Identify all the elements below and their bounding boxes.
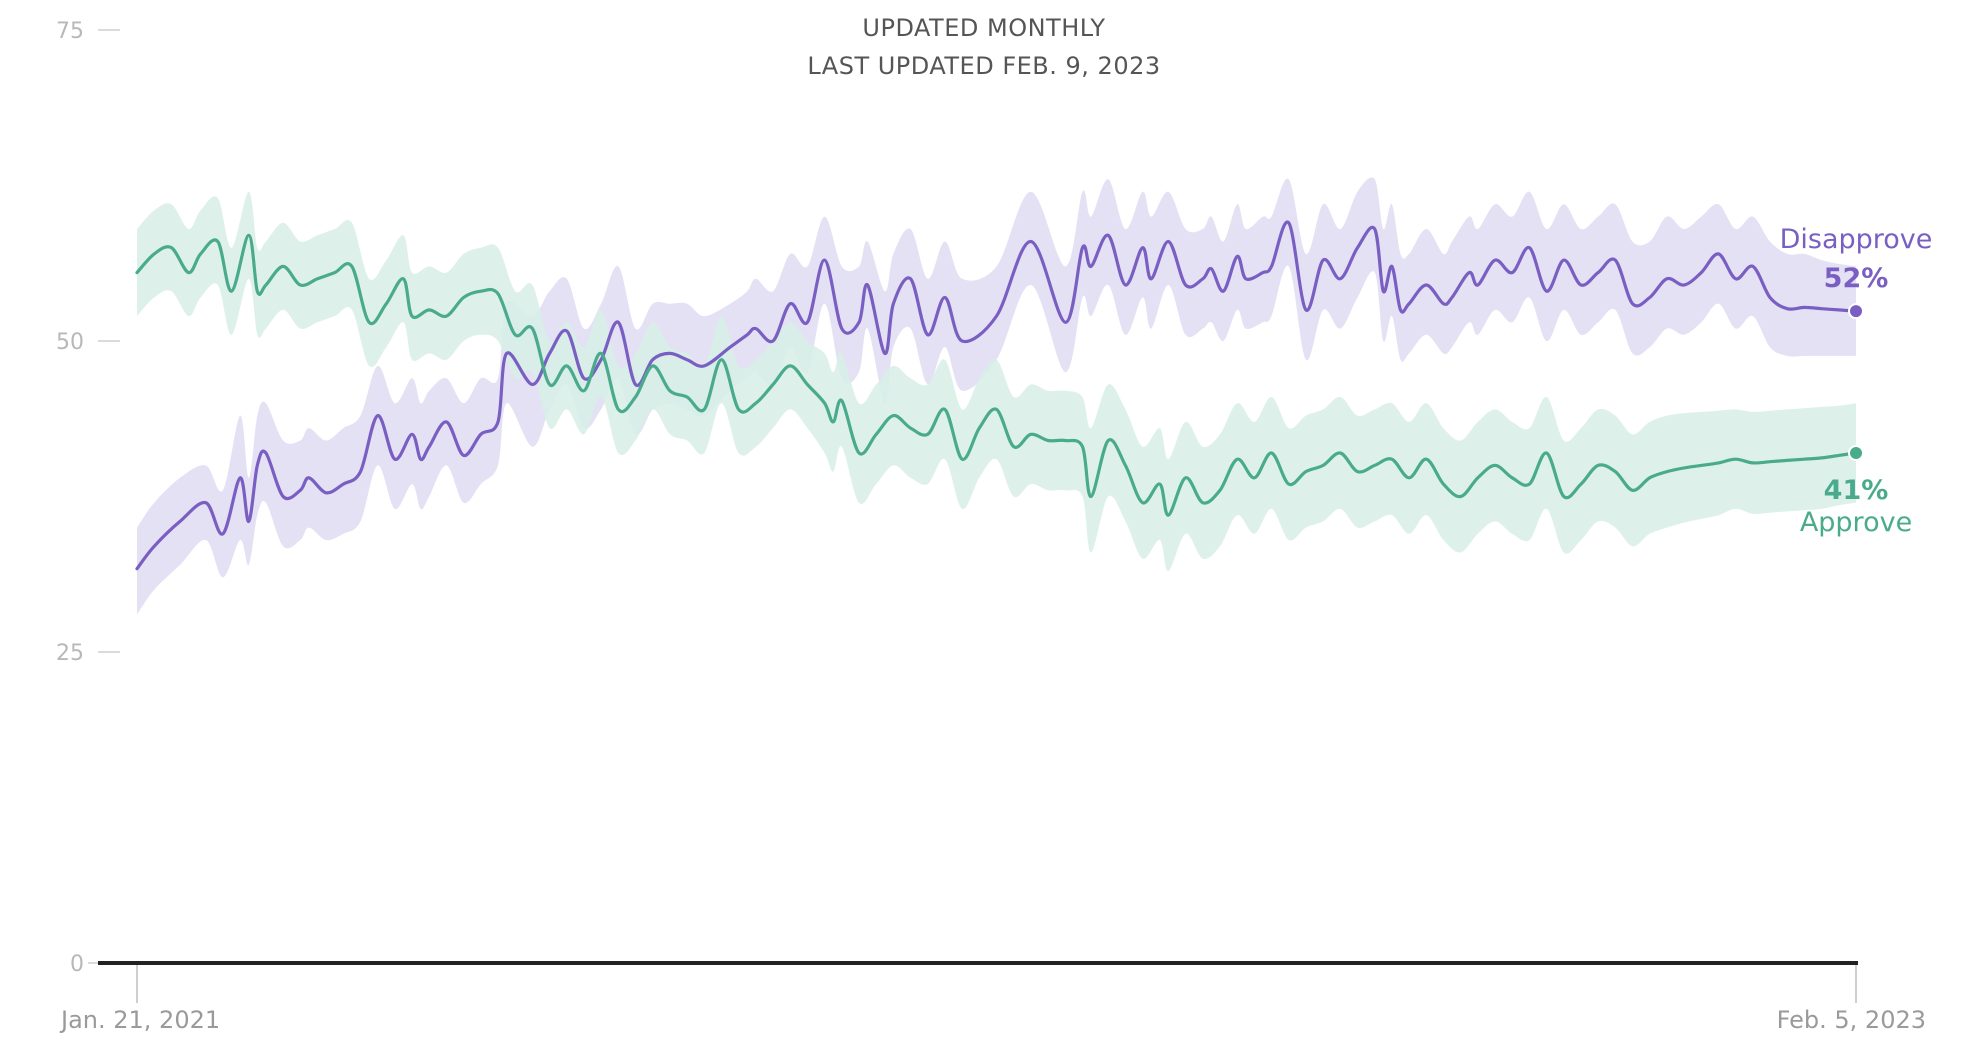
end-point-approve [1848, 444, 1864, 461]
uncertainty-bands [137, 177, 1856, 615]
update-frequency-text: UPDATED MONTHLY [862, 14, 1105, 42]
band-approve [137, 191, 1856, 572]
line-approve [135, 233, 1858, 517]
last-updated-text: LAST UPDATED FEB. 9, 2023 [807, 52, 1160, 80]
y-axis: 0 25 50 75 [56, 19, 120, 977]
end-point-disapprove [1848, 303, 1864, 320]
series-lines [135, 220, 1858, 571]
y-tick-label: 50 [56, 330, 84, 355]
approve-label: Approve [1800, 507, 1912, 538]
end-labels: Disapprove 52% 41%Approve [1780, 224, 1933, 538]
line-disapprove [135, 220, 1858, 571]
y-tick-label: 0 [70, 952, 84, 977]
y-tick-label: 25 [56, 641, 84, 666]
x-axis: Jan. 21, 2021 Feb. 5, 2023 [59, 965, 1926, 1034]
x-tick-end-label: Feb. 5, 2023 [1777, 1006, 1926, 1034]
disapprove-value: 52% [1824, 263, 1889, 294]
disapprove-label: Disapprove [1780, 224, 1933, 255]
x-tick-start-label: Jan. 21, 2021 [59, 1006, 220, 1034]
approve-value: 41% [1824, 475, 1889, 506]
y-tick-label: 75 [56, 19, 84, 44]
band-disapprove [137, 177, 1856, 615]
